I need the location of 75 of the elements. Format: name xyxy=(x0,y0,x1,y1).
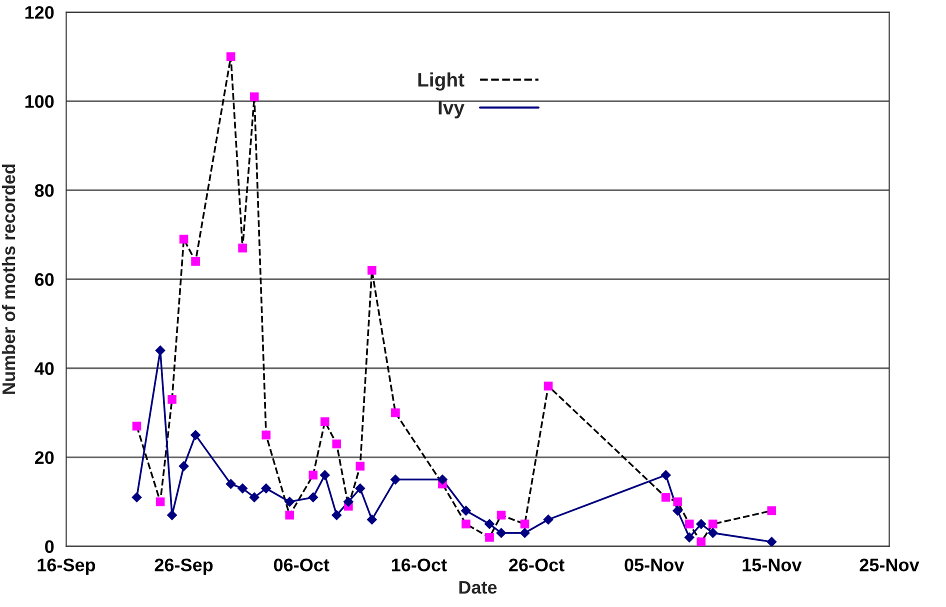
point xyxy=(484,518,495,530)
point xyxy=(390,474,401,485)
x-axis-title: Date xyxy=(459,581,497,594)
x-tick-label: 26-Oct xyxy=(509,558,564,572)
legend-label: Ivy xyxy=(438,101,464,118)
x-tick-label: 15-Nov xyxy=(742,558,802,572)
point xyxy=(543,514,554,525)
point xyxy=(696,537,706,546)
point xyxy=(260,483,272,494)
point xyxy=(660,470,672,480)
y-tick-label: 0 xyxy=(45,540,54,554)
point xyxy=(672,505,683,516)
x-tick-label: 16-Sep xyxy=(38,558,96,575)
point xyxy=(178,460,189,472)
point xyxy=(249,492,260,503)
point xyxy=(320,470,330,480)
point xyxy=(366,514,378,525)
point xyxy=(391,408,400,418)
point xyxy=(191,257,200,266)
point xyxy=(462,520,470,528)
point xyxy=(238,244,247,252)
y-tick-label: 120 xyxy=(25,6,54,19)
point xyxy=(496,528,506,538)
point xyxy=(343,496,354,507)
point xyxy=(226,478,236,490)
y-tick-label: 20 xyxy=(34,451,54,464)
point xyxy=(661,492,670,502)
point xyxy=(320,417,330,426)
point xyxy=(354,483,366,494)
point xyxy=(226,52,236,62)
point xyxy=(284,496,295,507)
point xyxy=(132,492,142,503)
point xyxy=(684,520,694,528)
point xyxy=(766,536,777,546)
point xyxy=(437,474,448,485)
point xyxy=(460,505,472,516)
point xyxy=(496,510,506,520)
point xyxy=(331,510,342,520)
point xyxy=(285,510,294,520)
point xyxy=(356,462,365,471)
x-tick-label: 26-Sep xyxy=(154,558,213,575)
point xyxy=(708,520,718,528)
point xyxy=(673,497,682,506)
point xyxy=(520,520,530,528)
point xyxy=(166,510,178,520)
point xyxy=(237,483,248,494)
x-tick-label: 16-Oct xyxy=(392,558,447,572)
point xyxy=(179,234,188,244)
point xyxy=(308,470,318,480)
y-tick-label: 60 xyxy=(34,273,54,286)
point xyxy=(156,497,165,506)
point xyxy=(696,518,706,530)
point xyxy=(168,395,176,404)
point xyxy=(684,532,695,543)
x-tick-label: 05-Nov xyxy=(624,558,684,572)
point xyxy=(368,266,376,275)
point xyxy=(485,533,494,542)
point xyxy=(308,492,318,503)
y-tick-label: 100 xyxy=(25,95,54,108)
y-tick-label: 80 xyxy=(34,184,54,197)
point xyxy=(544,382,553,390)
y-tick-label: 40 xyxy=(34,362,54,375)
point xyxy=(250,92,259,102)
point xyxy=(708,528,718,538)
point xyxy=(262,430,270,440)
x-tick-label: 25-Nov xyxy=(860,558,920,572)
point xyxy=(190,430,201,440)
point xyxy=(332,440,342,448)
legend-label: Light xyxy=(418,72,464,91)
point xyxy=(132,422,142,431)
x-tick-label: 06-Oct xyxy=(274,558,330,572)
point xyxy=(767,506,776,516)
point xyxy=(520,528,530,538)
y-axis-title: Number of moths recorded xyxy=(2,164,16,394)
point xyxy=(155,345,166,356)
